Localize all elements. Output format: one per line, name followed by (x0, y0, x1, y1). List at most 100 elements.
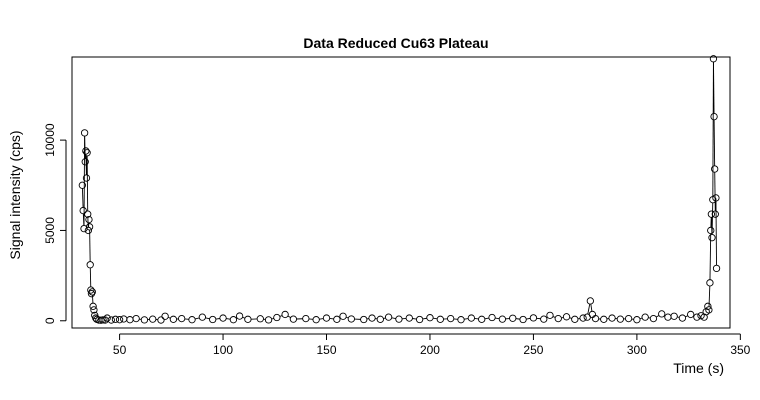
data-point (586, 297, 594, 305)
x-axis: 50 100 150 200 250 300 350 (113, 333, 751, 357)
data-point (436, 315, 444, 323)
series-segment (319, 318, 324, 320)
series-segment (215, 318, 220, 320)
series-points (78, 55, 721, 324)
data-point (79, 206, 87, 215)
series-segment (82, 188, 84, 208)
plot-frame (71, 56, 731, 329)
series-segment (709, 233, 712, 280)
data-point (405, 314, 413, 322)
data-point (649, 314, 658, 323)
data-point (111, 315, 120, 323)
data-point (678, 314, 687, 322)
data-point (219, 314, 227, 322)
data-point (149, 315, 157, 323)
data-point (339, 312, 347, 320)
data-point (157, 316, 165, 324)
series-line (82, 62, 717, 321)
data-point (707, 210, 716, 218)
series-segment (464, 318, 469, 320)
data-point (333, 315, 341, 323)
series-segment (412, 318, 417, 320)
data-point (579, 314, 587, 322)
data-point (90, 306, 98, 314)
data-point (120, 315, 128, 323)
data-point (708, 234, 716, 242)
series-segment (89, 230, 91, 262)
data-point (360, 315, 368, 324)
data-point (658, 310, 666, 318)
data-point (87, 286, 95, 294)
data-point (395, 315, 403, 323)
data-point (80, 129, 89, 137)
data-point (705, 306, 713, 314)
x-tick-label: 100 (213, 343, 233, 357)
data-point (169, 315, 178, 323)
y-tick-label: 0 (43, 317, 57, 324)
series-segment (195, 317, 200, 320)
data-point (519, 315, 527, 324)
data-point (198, 313, 207, 321)
data-point (368, 314, 376, 322)
series-segment (86, 155, 89, 211)
data-point (302, 314, 310, 323)
data-point (235, 312, 244, 320)
data-point (670, 312, 678, 320)
data-point (256, 315, 264, 323)
data-point (273, 313, 281, 322)
data-point (312, 316, 320, 324)
data-point (426, 314, 434, 322)
series-segment (713, 119, 716, 166)
x-axis-label: Time (s) (673, 360, 724, 376)
y-axis: 0 5000 10000 (43, 123, 67, 324)
x-tick-label: 150 (316, 343, 336, 357)
data-point (244, 315, 252, 323)
series-segment (226, 318, 231, 320)
data-point (85, 223, 94, 231)
data-point (664, 313, 672, 321)
data-point (709, 55, 718, 63)
data-point (289, 315, 298, 323)
data-point (83, 149, 91, 157)
data-point (161, 312, 169, 320)
data-point (711, 210, 719, 218)
y-tick-label: 10000 (43, 123, 57, 157)
series-segment (715, 201, 717, 266)
data-point (82, 174, 91, 182)
data-point (624, 314, 633, 323)
data-point (384, 313, 393, 321)
series-segment (433, 317, 438, 320)
data-point (115, 316, 124, 324)
data-point (281, 310, 289, 319)
data-point (99, 316, 107, 324)
data-point (84, 210, 92, 218)
series-segment (711, 202, 714, 235)
data-point (562, 313, 571, 321)
data-point (376, 315, 384, 323)
data-point (687, 310, 695, 319)
series-segment (205, 317, 210, 320)
data-point (126, 316, 134, 324)
y-tick-label: 5000 (43, 217, 57, 244)
data-point (347, 315, 355, 323)
data-point (415, 315, 424, 324)
x-tick-label: 50 (113, 343, 127, 357)
data-point (710, 112, 718, 121)
data-point (712, 264, 721, 273)
data-point (88, 288, 96, 296)
data-point (82, 147, 90, 155)
data-point (447, 314, 455, 323)
series-segment (484, 317, 489, 320)
x-tick-label: 350 (730, 343, 750, 357)
data-point (546, 311, 554, 320)
data-point (540, 315, 548, 323)
data-point (571, 315, 579, 323)
series-segment (714, 172, 716, 211)
data-point (107, 316, 115, 324)
data-point (711, 165, 719, 173)
data-point (78, 181, 86, 189)
data-point (457, 316, 465, 324)
data-point (707, 226, 715, 235)
series-segment (587, 303, 591, 315)
